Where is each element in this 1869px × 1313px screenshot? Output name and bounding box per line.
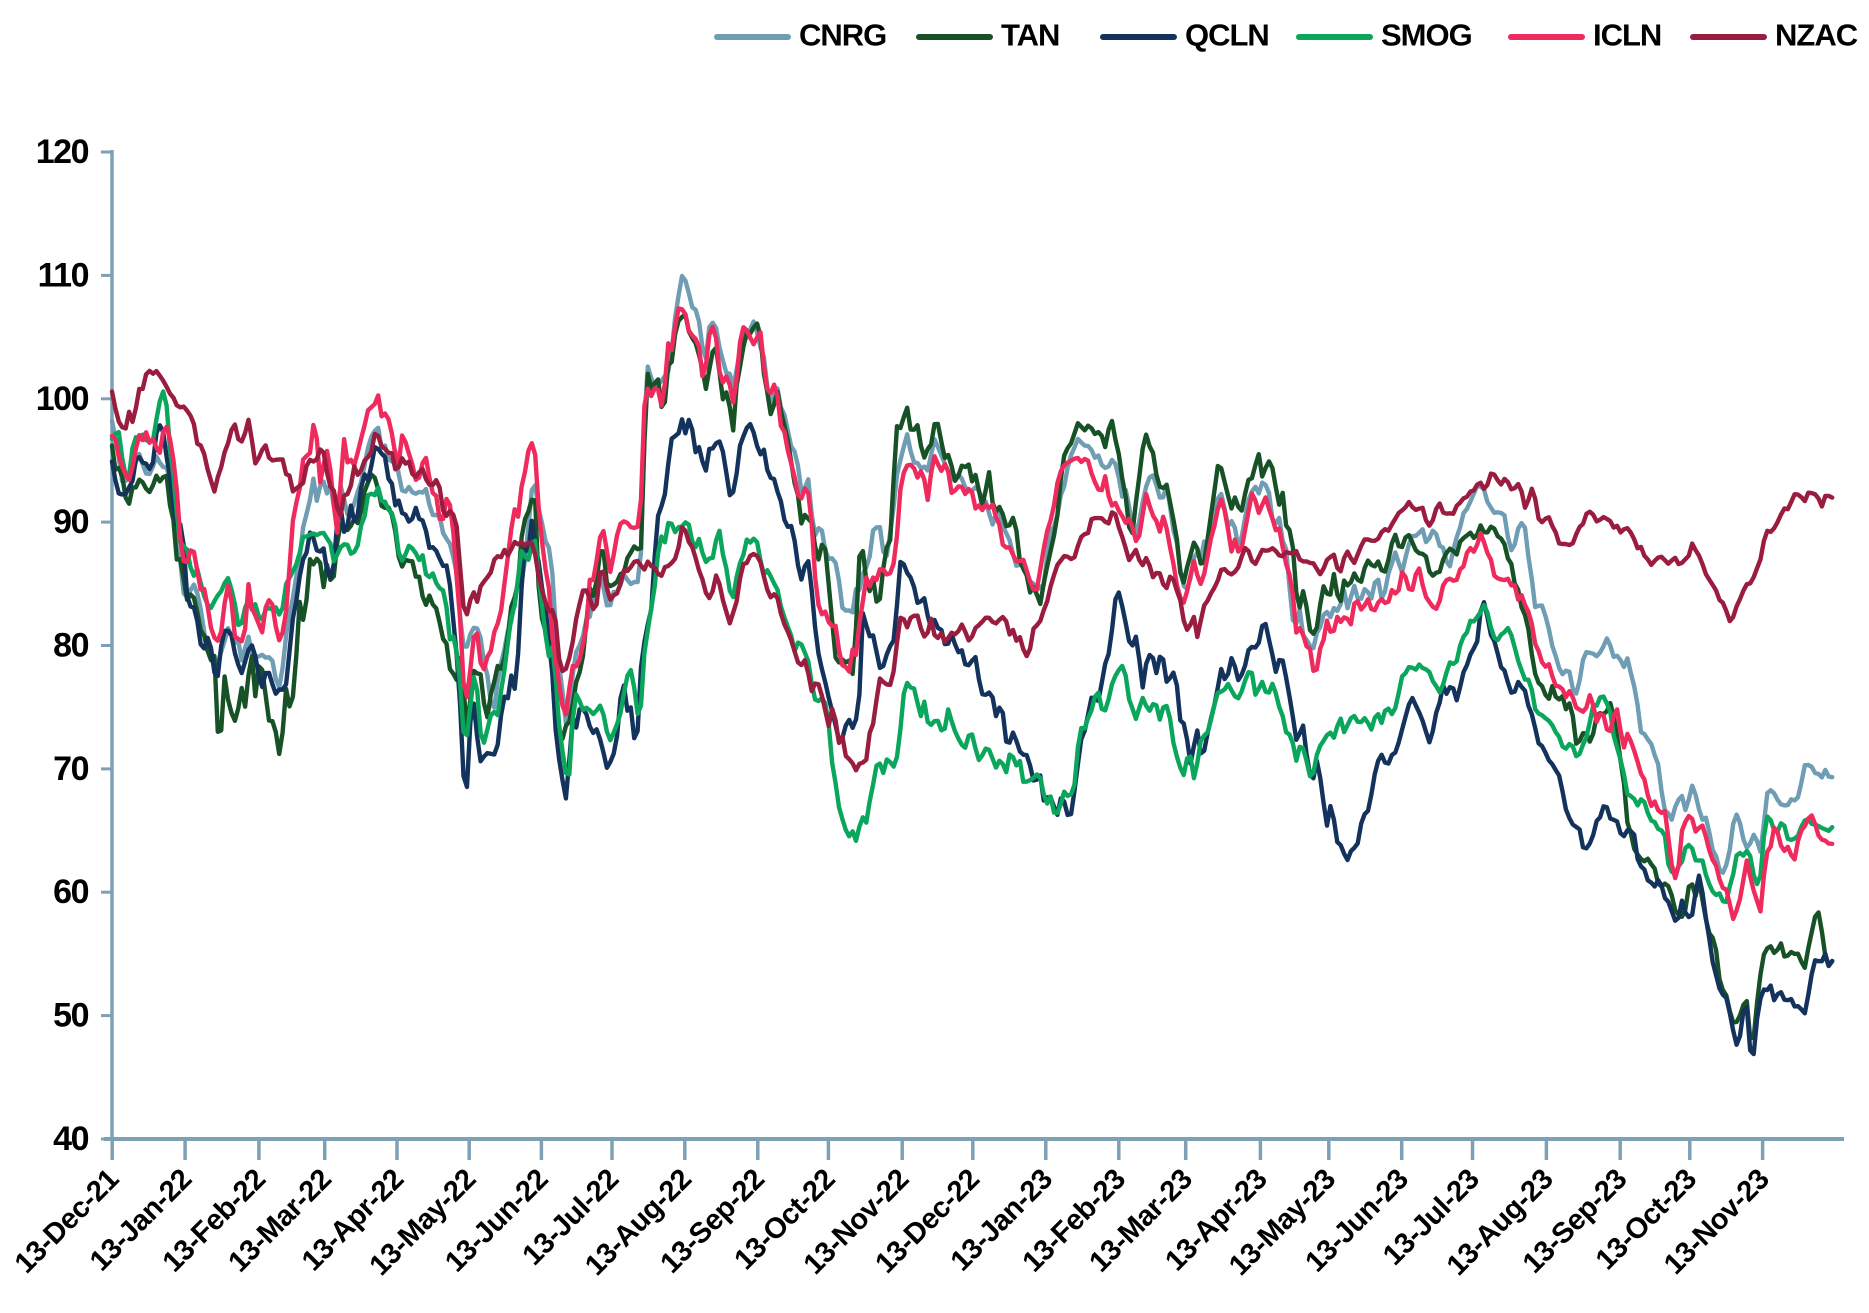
svg-text:120: 120 (36, 133, 89, 171)
svg-text:60: 60 (53, 873, 88, 911)
svg-text:50: 50 (53, 997, 88, 1035)
svg-text:ICLN: ICLN (1593, 18, 1661, 53)
svg-text:SMOG: SMOG (1381, 18, 1472, 53)
svg-text:110: 110 (38, 256, 89, 294)
svg-text:90: 90 (53, 503, 88, 541)
svg-text:NZAC: NZAC (1775, 18, 1858, 53)
svg-text:40: 40 (53, 1120, 88, 1158)
svg-text:TAN: TAN (1001, 18, 1059, 53)
svg-text:QCLN: QCLN (1185, 18, 1269, 53)
svg-text:80: 80 (53, 627, 88, 665)
svg-text:100: 100 (36, 380, 89, 418)
svg-text:70: 70 (53, 750, 88, 788)
svg-text:CNRG: CNRG (799, 18, 886, 53)
